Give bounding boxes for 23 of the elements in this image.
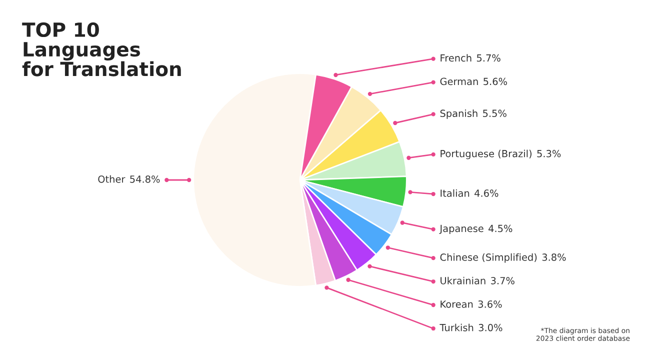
- slice-label: German: [440, 78, 478, 86]
- slice-label: Other: [98, 175, 126, 183]
- slice-label: Chinese (Simplified): [440, 253, 537, 263]
- data-label: 5.5%: [483, 110, 506, 118]
- data-label: 3.7%: [491, 277, 514, 284]
- data-label: 5.3%: [537, 150, 561, 158]
- slice-label: Spanish: [440, 110, 478, 119]
- slice-label: Turkish: [440, 324, 474, 332]
- slice-label: Italian: [440, 189, 470, 197]
- data-label: 3.0%: [478, 324, 502, 332]
- data-label: 3.8%: [542, 254, 566, 261]
- data-label: 5.6%: [484, 78, 507, 86]
- chart-title: TOP 10 Languages for Translation: [22, 22, 181, 76]
- slice-label: Japanese: [439, 224, 484, 234]
- data-label: 54.8%: [130, 175, 160, 183]
- slice-label: Portuguese (Brazil): [440, 150, 532, 160]
- data-label: 3.6%: [478, 300, 502, 308]
- data-label: 5.7%: [476, 54, 500, 62]
- legend-label: French: [440, 54, 472, 62]
- data-label: 4.6%: [474, 190, 498, 197]
- slice-label: Ukrainian: [440, 276, 486, 284]
- data-label: 4.5%: [488, 224, 512, 232]
- slice-label: Korean: [440, 300, 473, 308]
